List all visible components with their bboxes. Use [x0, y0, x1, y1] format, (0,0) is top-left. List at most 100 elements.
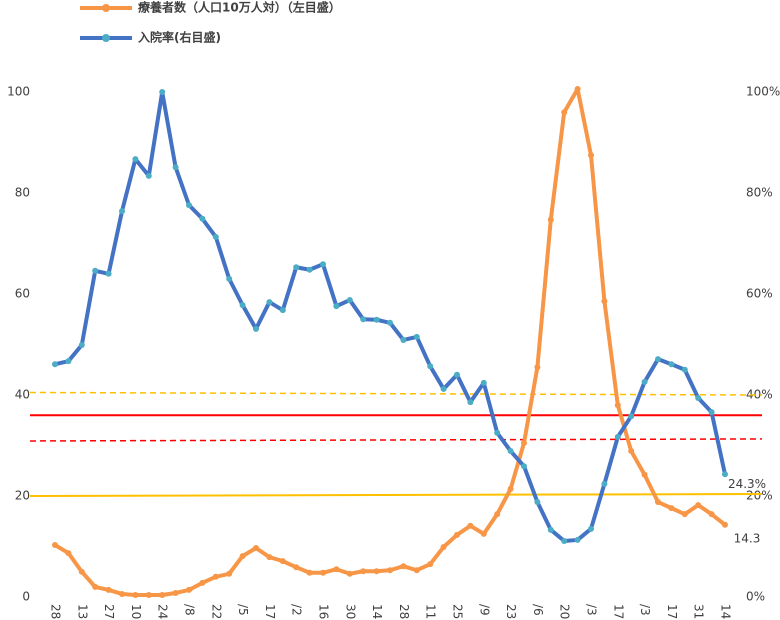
marker — [454, 371, 460, 378]
x-tick-label: /5 — [236, 604, 250, 616]
marker — [199, 579, 206, 586]
marker — [239, 553, 246, 560]
marker — [655, 499, 661, 506]
marker — [145, 591, 152, 598]
marker — [253, 325, 259, 332]
marker — [722, 471, 728, 478]
marker — [668, 361, 675, 368]
x-tick-label: /3 — [638, 604, 652, 616]
x-tick-label: 27 — [102, 604, 116, 619]
marker — [507, 448, 514, 455]
x-tick-label: 17 — [665, 604, 679, 619]
marker — [480, 530, 487, 537]
marker — [132, 591, 139, 598]
marker — [668, 505, 675, 512]
marker — [400, 336, 407, 343]
marker — [695, 395, 702, 402]
marker — [601, 298, 608, 305]
marker — [92, 583, 99, 590]
reference-line — [29, 391, 763, 396]
x-tick-label: /2 — [290, 604, 304, 616]
y-tick-label: 80 — [15, 186, 30, 200]
y-tick-label: 100 — [7, 85, 30, 99]
marker — [387, 319, 393, 326]
marker — [708, 409, 715, 416]
marker — [119, 208, 125, 215]
marker — [614, 402, 621, 409]
marker — [105, 586, 112, 593]
x-tick-label: 28 — [397, 604, 411, 619]
marker — [306, 266, 313, 273]
marker — [427, 363, 434, 370]
marker — [320, 569, 326, 576]
marker — [588, 525, 594, 532]
marker — [145, 172, 152, 179]
marker — [78, 342, 85, 349]
marker — [226, 570, 233, 577]
series-line — [53, 86, 727, 597]
x-tick-label: 31 — [692, 604, 706, 619]
marker — [306, 569, 313, 576]
x-tick-label: 22 — [209, 604, 223, 619]
marker — [494, 429, 501, 436]
marker — [132, 156, 139, 163]
marker — [226, 275, 233, 282]
marker — [333, 303, 340, 310]
marker — [279, 558, 286, 565]
marker — [186, 202, 192, 209]
x-tick-label: 30 — [343, 604, 357, 619]
x-tick-label: 16 — [317, 604, 331, 619]
marker — [65, 550, 72, 557]
marker — [574, 536, 581, 543]
marker — [588, 152, 594, 159]
marker — [105, 270, 112, 277]
marker — [360, 316, 367, 323]
marker — [628, 413, 635, 420]
marker — [293, 264, 300, 271]
marker — [480, 379, 487, 386]
marker — [400, 563, 407, 570]
marker — [628, 448, 635, 455]
marker — [547, 216, 554, 223]
reference-line — [29, 492, 763, 497]
x-tick-label: 14 — [719, 604, 733, 619]
x-tick-label: 25 — [451, 604, 465, 619]
x-tick-label: 28 — [49, 604, 63, 619]
y2-tick-label: 100% — [746, 85, 780, 99]
marker — [561, 109, 568, 116]
y-tick-label: 0 — [22, 590, 30, 604]
marker — [681, 511, 688, 518]
x-tick-label: 10 — [129, 604, 143, 619]
marker — [547, 526, 554, 533]
y2-tick-label: 80% — [746, 186, 773, 200]
marker — [52, 361, 58, 368]
marker — [641, 471, 648, 478]
marker — [212, 233, 219, 240]
data-label: 14.3 — [734, 531, 761, 545]
marker — [614, 433, 621, 440]
legend-label: 療養者数（人口10万人対）（左目盛） — [138, 0, 341, 15]
y2-tick-label: 60% — [746, 287, 773, 301]
marker — [172, 164, 179, 171]
marker — [373, 568, 380, 575]
y-tick-label: 60 — [15, 287, 30, 301]
marker — [413, 333, 420, 340]
marker — [507, 485, 514, 492]
y-tick-label: 40 — [15, 388, 30, 402]
x-tick-label: /9 — [477, 604, 491, 616]
marker — [681, 366, 688, 373]
marker — [266, 554, 273, 561]
marker — [467, 522, 474, 529]
x-tick-label: 13 — [75, 604, 89, 619]
legend-marker — [102, 34, 110, 42]
marker — [494, 511, 501, 518]
marker — [65, 358, 72, 365]
reference-line — [29, 438, 763, 442]
x-tick-label: 17 — [263, 604, 277, 619]
y2-tick-label: 40% — [746, 388, 773, 402]
marker — [695, 502, 702, 509]
marker — [279, 307, 286, 314]
marker — [440, 385, 447, 392]
marker — [159, 89, 166, 95]
y2-tick-label: 0% — [746, 590, 765, 604]
